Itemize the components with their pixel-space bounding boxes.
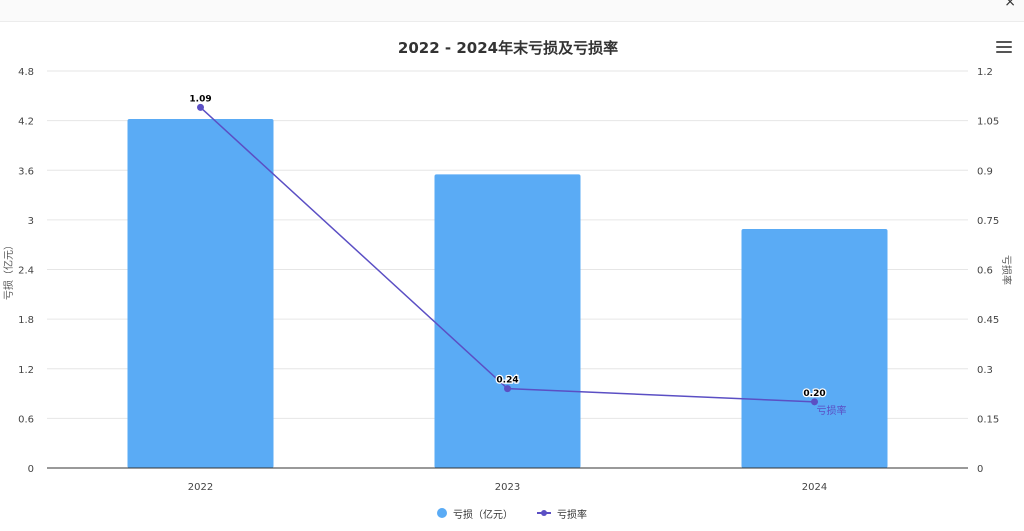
y-left-tick-label: 1.8: [18, 315, 34, 326]
y-right-tick-label: 1.05: [977, 117, 999, 128]
y-left-axis-title: 亏损（亿元）: [2, 240, 15, 300]
window-top-bar: ×: [0, 0, 1024, 22]
y-right-tick-label: 1.2: [977, 67, 993, 78]
line-point: [197, 103, 204, 111]
y-left-tick-label: 0.6: [18, 414, 34, 425]
bar: [434, 174, 581, 468]
y-right-tick-label: 0: [977, 464, 983, 475]
data-label: 1.09: [189, 94, 211, 104]
line-series: 1.09 0.24 0.20 亏损率: [188, 93, 847, 417]
bar: [127, 118, 274, 469]
bar: [741, 228, 888, 468]
x-tick-label: 2022: [188, 482, 213, 493]
y-right-tick-label: 0.45: [977, 315, 999, 326]
y-right-tick-label: 0.6: [977, 266, 993, 277]
y-right-tick-label: 0.15: [977, 414, 999, 425]
y-right-tick-label: 0.9: [977, 166, 993, 177]
legend-item-loss[interactable]: 亏损（亿元）: [437, 506, 513, 521]
y-right-tick-label: 0.3: [977, 365, 993, 376]
legend-bar-swatch: [437, 508, 447, 518]
y-left-tick-label: 2.4: [18, 266, 34, 277]
chart-title: 2022 - 2024年末亏损及亏损率: [398, 39, 618, 57]
y-right-tick-label: 0.75: [977, 216, 999, 227]
menu-icon[interactable]: [996, 41, 1012, 57]
y-left-tick-label: 3: [28, 216, 34, 227]
line-point: [504, 385, 511, 393]
data-label: 0.24: [496, 376, 518, 386]
y-right-axis-title: 亏损率: [1000, 255, 1013, 285]
legend: 亏损（亿元） 亏损率: [0, 503, 1024, 523]
data-label: 0.20: [803, 389, 825, 399]
y-left-tick-label: 4.8: [18, 67, 34, 78]
y-left-tick-label: 4.2: [18, 117, 34, 128]
close-icon[interactable]: ×: [1004, 0, 1016, 10]
x-tick-label: 2024: [802, 482, 827, 493]
bars: [127, 118, 888, 469]
legend-label-loss: 亏损（亿元）: [453, 509, 513, 521]
series-end-label: 亏损率: [817, 404, 847, 417]
line-point: [811, 398, 818, 406]
legend-item-loss-rate[interactable]: 亏损率: [537, 506, 587, 521]
x-tick-label: 2023: [495, 482, 520, 493]
y-left-tick-label: 0: [28, 464, 34, 475]
legend-label-loss-rate: 亏损率: [557, 509, 587, 521]
y-left-tick-label: 3.6: [18, 166, 34, 177]
axes: 0 0 0.6 0.15 1.2 0.3 1.8 0.45 2.4 0.6 3 0.75 3.6 0.9 4…: [2, 67, 1013, 493]
legend-line-swatch: [537, 508, 551, 518]
y-left-tick-label: 1.2: [18, 365, 34, 376]
